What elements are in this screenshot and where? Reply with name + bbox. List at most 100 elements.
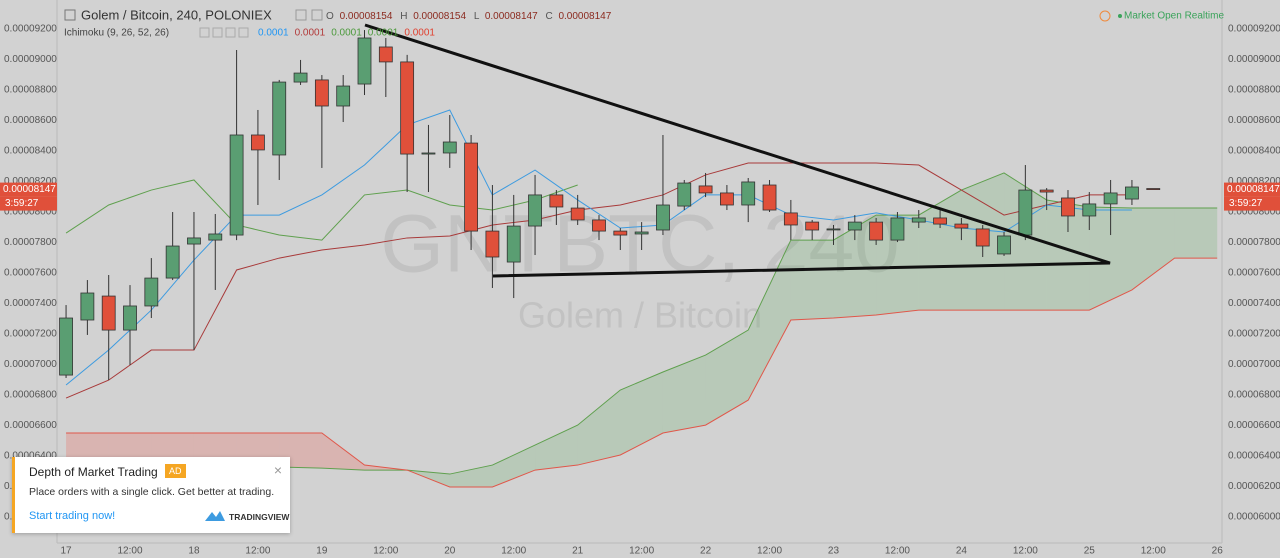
candle-body bbox=[59, 317, 73, 376]
ohlc-key: H bbox=[400, 11, 407, 22]
candle-body bbox=[1061, 197, 1075, 217]
cloud-fill bbox=[620, 372, 663, 455]
price-tag-label: 0.00008147 bbox=[3, 184, 56, 195]
y-tick-label: 0.00007600 bbox=[1228, 268, 1280, 279]
ohlc-value: 0.00008154 bbox=[413, 11, 466, 22]
ad-link[interactable]: Start trading now! bbox=[29, 510, 116, 522]
y-tick-label: 0.00006400 bbox=[1228, 451, 1280, 462]
cloud-fill bbox=[1089, 206, 1132, 311]
x-tick-label: 12:00 bbox=[245, 546, 270, 557]
price-tag bbox=[0, 182, 57, 197]
candle-body bbox=[1125, 186, 1139, 200]
candle-body bbox=[1018, 189, 1033, 236]
cloud-fill bbox=[705, 330, 749, 426]
ad-text: Place orders with a single click. Get be… bbox=[29, 486, 275, 498]
x-tick-label: 26 bbox=[1212, 546, 1224, 557]
cloud-fill bbox=[1131, 208, 1175, 290]
indicator-value: 0.0001 bbox=[258, 28, 289, 39]
candle-body bbox=[997, 235, 1011, 255]
cloud-fill bbox=[492, 445, 536, 488]
ohlc: O 0.00008154 H 0.00008154 L 0.00008147 C… bbox=[326, 11, 612, 22]
y-tick-label: 0.00006600 bbox=[1228, 420, 1280, 431]
x-tick-label: 22 bbox=[700, 546, 712, 557]
icon[interactable] bbox=[311, 9, 323, 21]
ad-close[interactable]: × bbox=[273, 462, 282, 478]
cloud-fill bbox=[833, 215, 877, 319]
candle-body bbox=[165, 245, 180, 279]
watermark-description: Golem / Bitcoin bbox=[518, 295, 762, 336]
y-tick-label: 0.00008000 bbox=[4, 207, 57, 218]
ad-title: Depth of Market Trading bbox=[29, 465, 158, 479]
y-tick-label: 0.00009000 bbox=[4, 54, 57, 65]
candle-body bbox=[229, 134, 244, 236]
candle-body bbox=[549, 194, 564, 208]
status-dot bbox=[1118, 14, 1122, 18]
span_b-line bbox=[66, 257, 1218, 488]
candle-body bbox=[357, 37, 372, 85]
y-tick-label: 0.00006600 bbox=[4, 420, 57, 431]
indicator-value: 0.0001 bbox=[331, 28, 362, 39]
candle-body bbox=[656, 204, 670, 231]
candle-body bbox=[869, 221, 884, 241]
candle-body bbox=[847, 221, 862, 231]
x-tick-label: 19 bbox=[316, 546, 328, 557]
countdown-tag bbox=[1224, 196, 1280, 211]
candle-body bbox=[314, 79, 329, 107]
candle-body bbox=[890, 217, 905, 241]
icon[interactable] bbox=[212, 27, 223, 38]
candle-body bbox=[336, 85, 351, 107]
ohlc-value: 0.00008154 bbox=[340, 11, 393, 22]
x-tick-label: 23 bbox=[828, 546, 840, 557]
cloud-fill bbox=[662, 355, 706, 434]
candle-body bbox=[592, 219, 606, 232]
y-tick-label: 0.00008400 bbox=[1228, 146, 1280, 157]
candle-body bbox=[123, 305, 137, 331]
y-tick-label: 0.00007400 bbox=[4, 298, 57, 309]
candle-body bbox=[975, 228, 990, 247]
candle-body bbox=[528, 194, 542, 227]
ohlc-key: O bbox=[326, 11, 334, 22]
indicator-value: 0.0001 bbox=[368, 28, 399, 39]
candle-body bbox=[400, 61, 415, 155]
y-tick-label: 0.00008200 bbox=[4, 176, 57, 187]
symbol-title: Golem / Bitcoin, 240, POLONIEX bbox=[81, 7, 272, 22]
candle-body bbox=[720, 192, 734, 206]
icon[interactable] bbox=[295, 9, 307, 21]
x-tick-label: 12:00 bbox=[501, 546, 526, 557]
icon[interactable] bbox=[225, 27, 236, 38]
cloud-fill bbox=[918, 190, 962, 311]
ad-box: Depth of Market Trading AD × Place order… bbox=[12, 457, 290, 533]
icon[interactable] bbox=[199, 27, 210, 38]
x-tick-label: 20 bbox=[444, 546, 456, 557]
indicator-value: 0.0001 bbox=[404, 28, 435, 39]
y-tick-label: 0.00006200 bbox=[1228, 481, 1280, 492]
x-tick-label: 12:00 bbox=[117, 546, 142, 557]
x-tick-label: 12:00 bbox=[885, 546, 910, 557]
y-tick-label: 0.00008600 bbox=[4, 115, 57, 126]
cloud-fill bbox=[449, 465, 493, 488]
market-status: Market Open Realtime bbox=[1124, 11, 1224, 22]
candle-body bbox=[378, 46, 393, 63]
ohlc-value: 0.00008147 bbox=[558, 11, 611, 22]
y-tick-label: 0.00009000 bbox=[1228, 54, 1280, 65]
x-tick-label: 18 bbox=[188, 546, 200, 557]
candle-body bbox=[485, 230, 500, 258]
y-tick-label: 0.00007800 bbox=[1228, 237, 1280, 248]
candle-body bbox=[677, 182, 692, 207]
symbol-icon[interactable] bbox=[64, 9, 76, 21]
y-tick-label: 0.00009200 bbox=[4, 24, 57, 35]
candle-body bbox=[698, 185, 713, 194]
y-tick-label: 0.00006000 bbox=[1228, 512, 1280, 523]
candle-body bbox=[741, 181, 756, 206]
countdown-label: 3:59:27 bbox=[5, 198, 39, 209]
countdown-tag bbox=[0, 196, 57, 211]
y-tick-label: 0.00007800 bbox=[4, 237, 57, 248]
ohlc-value: 0.00008147 bbox=[485, 11, 538, 22]
icon[interactable] bbox=[238, 27, 249, 38]
y-tick-label: 0.00007200 bbox=[1228, 329, 1280, 340]
y-tick-label: 0.00007400 bbox=[1228, 298, 1280, 309]
candle-body bbox=[570, 207, 585, 221]
ohlc-key: L bbox=[474, 11, 480, 22]
candle-body bbox=[954, 223, 969, 229]
cloud-fill bbox=[577, 390, 621, 466]
